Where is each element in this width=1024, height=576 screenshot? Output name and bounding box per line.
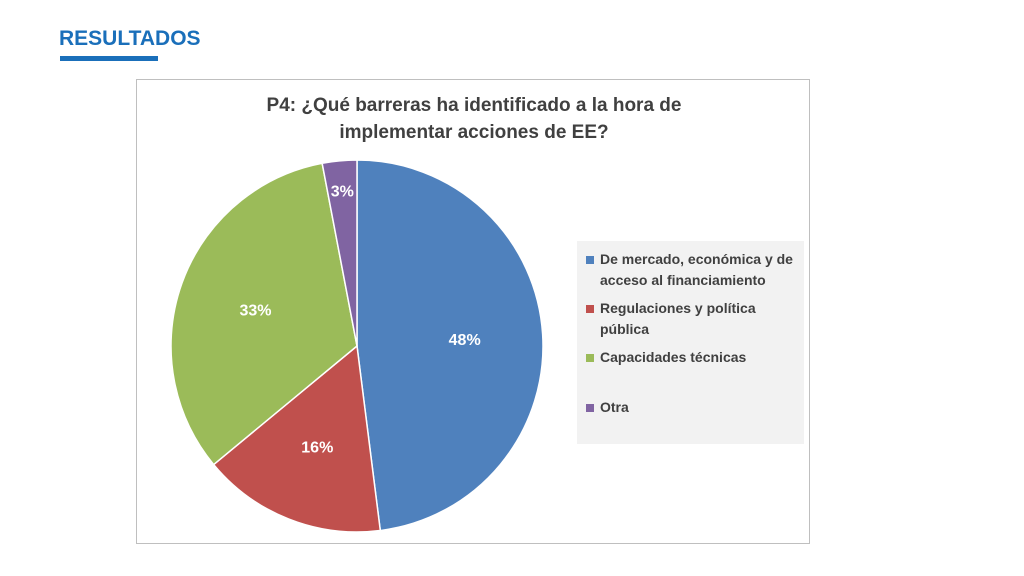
- chart-legend: De mercado, económica y de acceso al fin…: [577, 241, 804, 444]
- chart-title: P4: ¿Qué barreras ha identificado a la h…: [137, 92, 811, 146]
- legend-swatch-capacidades: [586, 354, 594, 362]
- pie-label-regulaciones: 16%: [301, 439, 333, 456]
- page-title: RESULTADOS: [59, 27, 201, 50]
- legend-swatch-regulaciones: [586, 305, 594, 313]
- legend-label-otra: Otra: [600, 399, 629, 415]
- pie-label-capacidades: 33%: [239, 302, 271, 319]
- legend-label-regulaciones: Regulaciones y política pública: [600, 300, 756, 337]
- legend-label-capacidades: Capacidades técnicas: [600, 349, 747, 365]
- chart-title-line-1: P4: ¿Qué barreras ha identificado a la h…: [266, 95, 682, 116]
- pie-slice-mercado: [356, 159, 544, 532]
- pie-label-otra: 3%: [331, 183, 354, 200]
- legend-swatch-otra: [586, 404, 594, 412]
- chart-area: P4: ¿Qué barreras ha identificado a la h…: [136, 79, 810, 544]
- title-underline: [60, 56, 158, 61]
- legend-swatch-mercado: [586, 256, 594, 264]
- chart-title-line-2: implementar acciones de EE?: [339, 122, 609, 143]
- pie-slice-capacidades: [170, 162, 358, 466]
- legend-label-mercado: De mercado, económica y de acceso al fin…: [600, 251, 793, 288]
- pie-slice-otra: [321, 159, 358, 347]
- pie-chart: 48% 16% 33% 3%: [170, 159, 544, 533]
- pie-label-mercado: 48%: [449, 332, 481, 349]
- pie-slice-regulaciones: [212, 344, 382, 533]
